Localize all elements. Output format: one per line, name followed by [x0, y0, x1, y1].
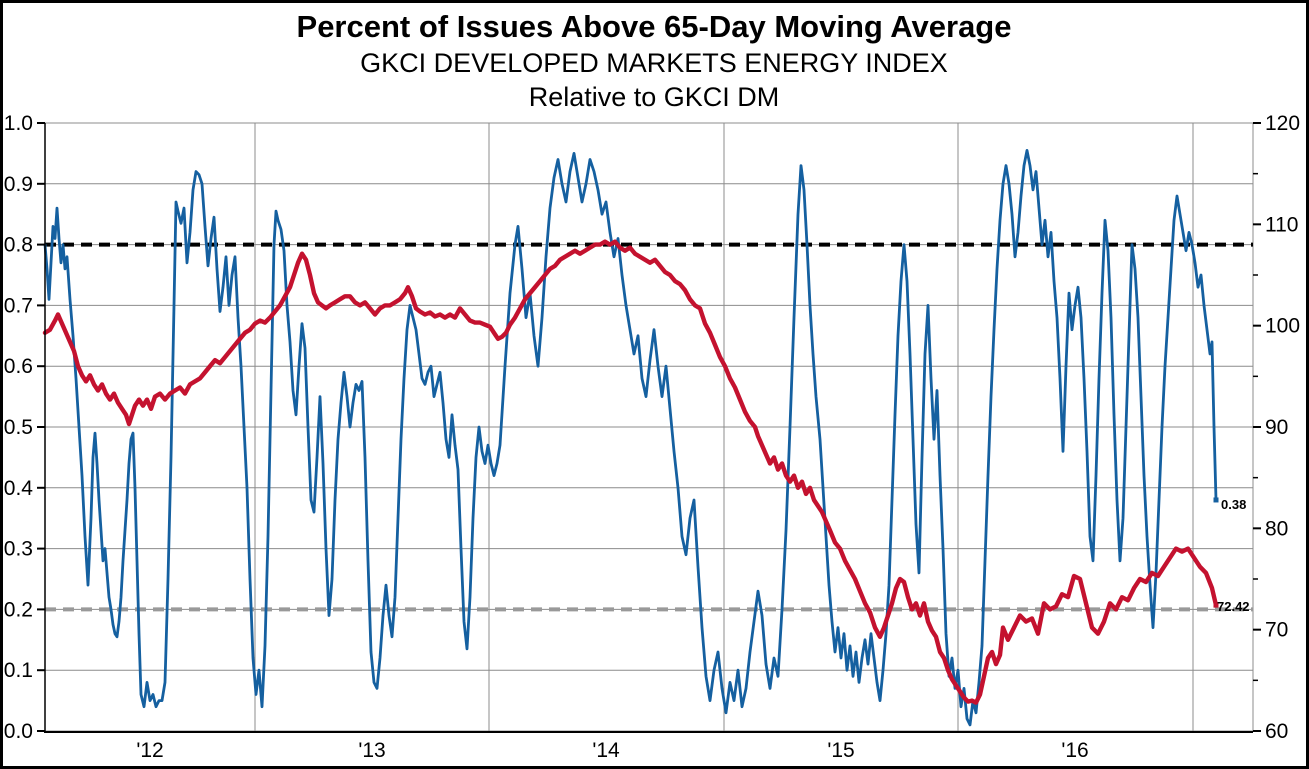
left-axis-tick-label: 0.4	[4, 477, 34, 500]
left-axis-tick-label: 0.6	[4, 355, 33, 378]
left-axis-tick-label: 0.1	[4, 659, 33, 682]
x-axis-tick-label: '13	[358, 739, 385, 762]
chart-subtitle: GKCI DEVELOPED MARKETS ENERGY INDEX	[360, 48, 948, 78]
right-axis-tick-label: 70	[1265, 619, 1288, 642]
chart-subtitle-2: Relative to GKCI DM	[529, 82, 780, 112]
relative-to-gkci-dm-line	[42, 239, 1219, 705]
left-axis-tick-label: 1.0	[4, 112, 33, 135]
right-axis-tick-label: 100	[1265, 315, 1300, 338]
x-axis-tick-label: '16	[1061, 739, 1088, 762]
left-axis-tick-label: 0.0	[4, 720, 33, 743]
last-value-label-blue: 0.38	[1221, 497, 1246, 512]
left-axis-tick-label: 0.3	[4, 538, 33, 561]
left-axis-tick-label: 0.8	[4, 234, 33, 257]
page-title: Percent of Issues Above 65-Day Moving Av…	[297, 9, 1012, 44]
last-value-label-red: 72.42	[1217, 599, 1250, 614]
right-axis-tick-label: 60	[1265, 720, 1288, 743]
x-axis-tick-label: '15	[827, 739, 854, 762]
x-axis-tick-label: '14	[592, 739, 620, 762]
right-axis-tick-label: 80	[1265, 517, 1288, 540]
left-axis-tick-label: 0.7	[4, 294, 33, 317]
left-axis-tick-label: 0.5	[4, 416, 33, 439]
right-axis-tick-label: 110	[1265, 213, 1298, 236]
series-layer	[42, 148, 1219, 727]
left-axis-tick-label: 0.2	[4, 598, 33, 621]
right-axis-tick-label: 120	[1265, 112, 1300, 135]
percent-above-65dma-end-marker	[1213, 497, 1219, 503]
right-axis-tick-label: 90	[1265, 416, 1288, 439]
axis-layer: 1.0 0.9 0.8 0.7 0.6 0.5 0.4 0.3 0.2 0.1 0.0 120 110 1…	[4, 112, 1300, 762]
relative-to-gkci-dm-end-marker	[1213, 602, 1219, 608]
grid-layer	[45, 122, 1254, 732]
left-axis-tick-label: 0.9	[4, 173, 33, 196]
percent-above-65dma-line	[43, 148, 1218, 727]
x-axis-tick-label: '12	[136, 739, 163, 762]
